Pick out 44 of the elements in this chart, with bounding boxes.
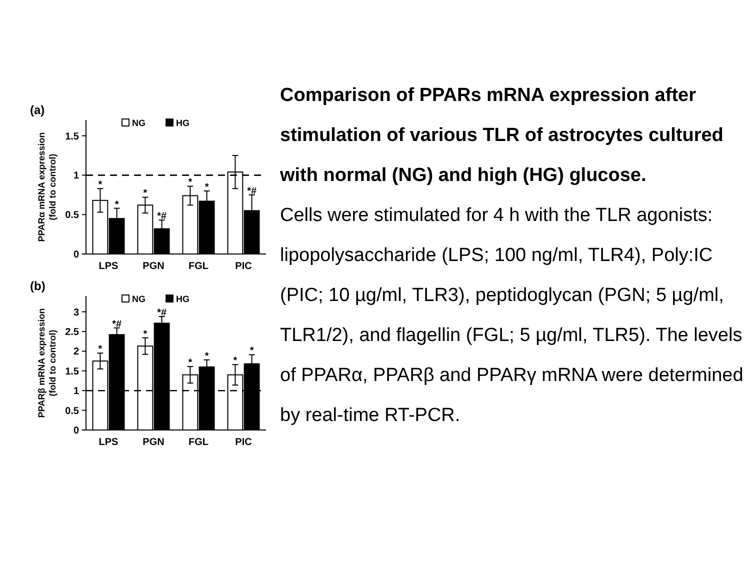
data-label: *: [204, 182, 209, 193]
data-label: *: [233, 356, 238, 367]
data-label: *: [188, 177, 192, 188]
y-tick-label: 0: [73, 426, 80, 436]
y-tick-label: 0: [73, 250, 80, 260]
x-tick-label: LPS: [98, 437, 119, 448]
y-tick-label: 0.5: [65, 210, 80, 222]
y-tick-label: 2.5: [65, 326, 80, 338]
chart-title: (b): [30, 279, 46, 293]
data-label: *: [98, 344, 102, 356]
data-label: *#: [247, 186, 257, 197]
x-tick-label: LPS: [98, 261, 119, 272]
text: Cells were stimulated for 4 h with the TLR agonists: lipopolysaccharide (LPS; 100 ng/ml, TLR4), Poly:IC (PIC; 10 µg/ml, TLR3), peptidoglycan (PGN; 5 µg/ml, TLR1/2), and flagellin (FGL; 5 µg/ml, TLR5). The levels of PPARα, PPARβ and PPARγ mRNA were determined by real-time RT-PCR.: [280, 204, 744, 428]
x-tick-label: PIC: [235, 261, 252, 272]
x-tick-label: PGN: [142, 437, 164, 448]
x-tick-label: PIC: [235, 437, 252, 448]
legend-label: HG: [176, 294, 190, 304]
y-tick-label: 2: [73, 346, 80, 358]
data-label: *: [98, 180, 102, 191]
y-tick-label: 3: [73, 307, 80, 318]
legend-label: HG: [176, 118, 190, 128]
y-tick-label: 1: [73, 386, 80, 398]
y-tick-label: 0.5: [65, 406, 80, 417]
y-axis-title: PPARβ mRNA expression (fold to control): [36, 308, 58, 418]
x-tick-label: FGL: [188, 261, 208, 272]
chart-title: (a): [30, 103, 45, 117]
y-tick-label: 1.5: [65, 131, 80, 142]
data-label: *#: [157, 307, 167, 318]
legend-label: NG: [132, 118, 146, 128]
text: Comparison of PPARs mRNA expression after stimulation of various TLR of astrocytes cultured with normal (NG) and high (HG) glucose.: [280, 84, 724, 188]
data-label: *: [143, 328, 148, 340]
x-tick-label: PGN: [142, 261, 164, 272]
data-label: *#: [157, 211, 167, 222]
data-label: *: [114, 199, 119, 210]
data-label: *#: [112, 318, 122, 330]
data-label: *: [188, 358, 192, 369]
x-tick-label: FGL: [188, 437, 208, 448]
data-label: *: [204, 350, 209, 362]
data-label: *: [250, 346, 254, 357]
data-label: *: [143, 188, 148, 200]
y-tick-label: 1.5: [65, 366, 80, 378]
y-tick-label: 1: [73, 170, 80, 182]
legend-label: NG: [132, 294, 146, 304]
y-axis-title: PPARα mRNA expression (fold to control): [36, 132, 58, 242]
